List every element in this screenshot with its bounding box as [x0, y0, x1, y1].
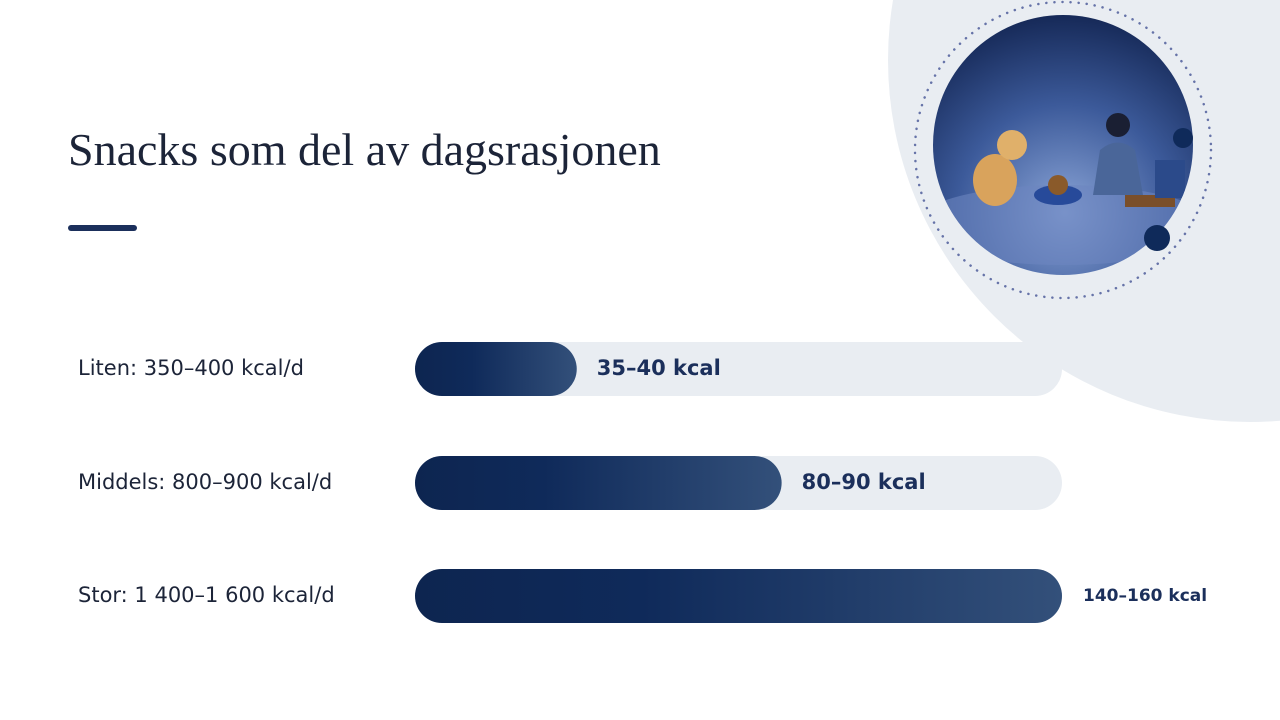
chart-title: Snacks som del av dagsrasjonen	[68, 124, 661, 175]
value-label: 80–90 kcal	[802, 470, 926, 494]
title-underline	[68, 225, 137, 231]
dotted-ring	[913, 0, 1213, 300]
dot	[1173, 128, 1193, 148]
dot	[1144, 225, 1170, 251]
illustration	[933, 15, 1193, 275]
category-label: Middels: 800–900 kcal/d	[78, 470, 332, 494]
bar	[415, 569, 1062, 623]
category-label: Stor: 1 400–1 600 kcal/d	[78, 583, 335, 607]
bar	[415, 342, 577, 396]
value-label: 35–40 kcal	[597, 356, 721, 380]
category-label: Liten: 350–400 kcal/d	[78, 356, 304, 380]
value-label: 140–160 kcal	[1083, 586, 1207, 606]
bar-track	[415, 342, 1062, 396]
bar	[415, 456, 782, 510]
